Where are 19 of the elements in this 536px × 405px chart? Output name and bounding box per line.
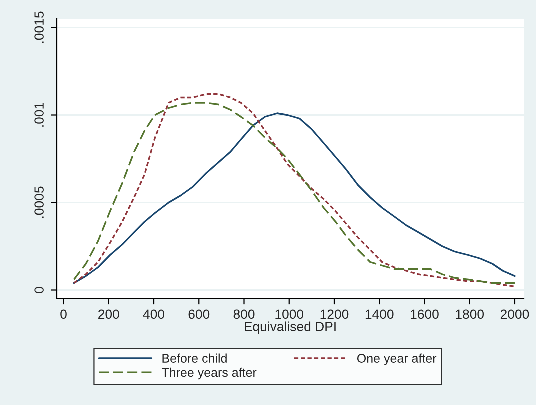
x-tick-label: 0	[60, 310, 67, 320]
x-tick-label: 200	[98, 310, 120, 320]
legend-label: One year after	[357, 354, 437, 366]
legend-label: Before child	[162, 354, 227, 363]
x-tick-label: 1800	[456, 310, 484, 320]
y-tick-label: .001	[34, 103, 44, 127]
x-tick-label: 1600	[411, 310, 439, 320]
x-axis-title: Equivalised DPI	[245, 322, 336, 334]
x-tick-label: 800	[234, 310, 255, 320]
y-tick-label: .0015	[34, 12, 44, 44]
x-tick-label: 1000	[276, 310, 304, 320]
x-tick-label: 600	[188, 310, 210, 320]
legend-label: Three years after	[162, 368, 257, 380]
x-tick-label: 1400	[366, 310, 394, 320]
y-tick-label: .0005	[34, 186, 44, 218]
x-tick-label: 1200	[320, 310, 349, 320]
y-tick-label: 0	[34, 287, 44, 294]
x-tick-label: 2000	[500, 310, 530, 320]
x-tick-label: 400	[143, 310, 164, 320]
